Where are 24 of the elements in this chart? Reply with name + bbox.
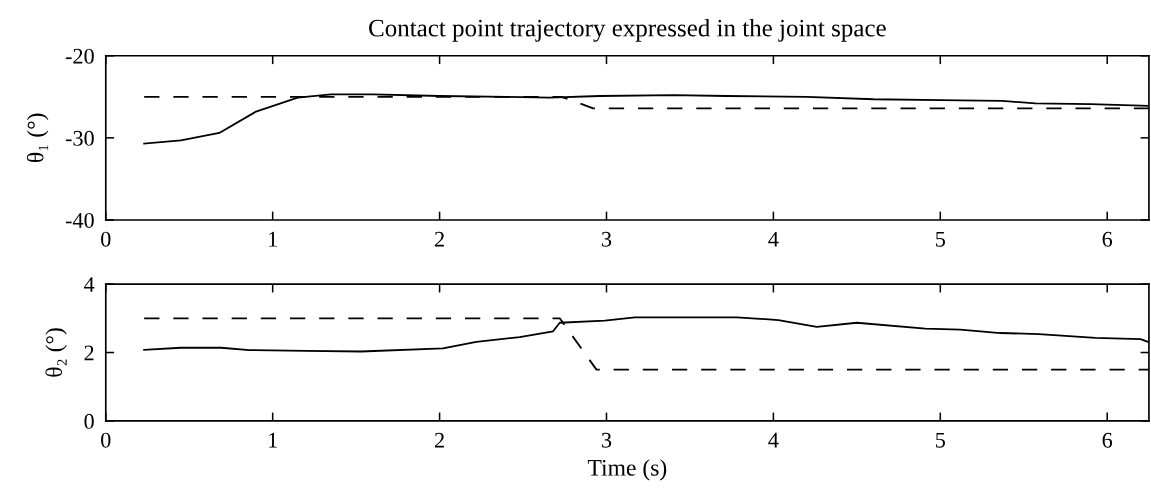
y-axis-title: θ₂ (°) [45,328,67,377]
x-tick-label: 4 [768,432,779,448]
y-tick-label: 4 [83,277,95,292]
x-tick-label: 6 [1102,432,1113,448]
x-tick-label: 2 [435,231,444,247]
x-axis-title: Time (s) [587,459,667,481]
x-tick-label: 6 [1102,231,1113,247]
x-tick-label: 1 [269,432,277,448]
y-axis-title: θ₁ (°) [26,113,49,163]
chart-title: Contact point trajectory expressed in the joint space [369,18,886,42]
y-tick-label: 0 [84,413,94,429]
x-tick-label: 4 [768,231,779,247]
x-tick-label: 3 [602,432,612,448]
y-tick-label: 2 [84,345,94,361]
y-tick-label: -40 [65,212,94,228]
x-tick-label: 0 [101,432,111,448]
x-tick-label: 5 [936,231,945,247]
y-tick-label: -20 [65,48,94,64]
y-tick-label: -30 [65,130,94,146]
x-tick-label: 3 [602,231,612,247]
x-tick-label: 1 [269,231,277,247]
x-tick-label: 2 [435,432,444,448]
x-tick-label: 5 [936,432,945,448]
x-tick-label: 0 [101,231,111,247]
